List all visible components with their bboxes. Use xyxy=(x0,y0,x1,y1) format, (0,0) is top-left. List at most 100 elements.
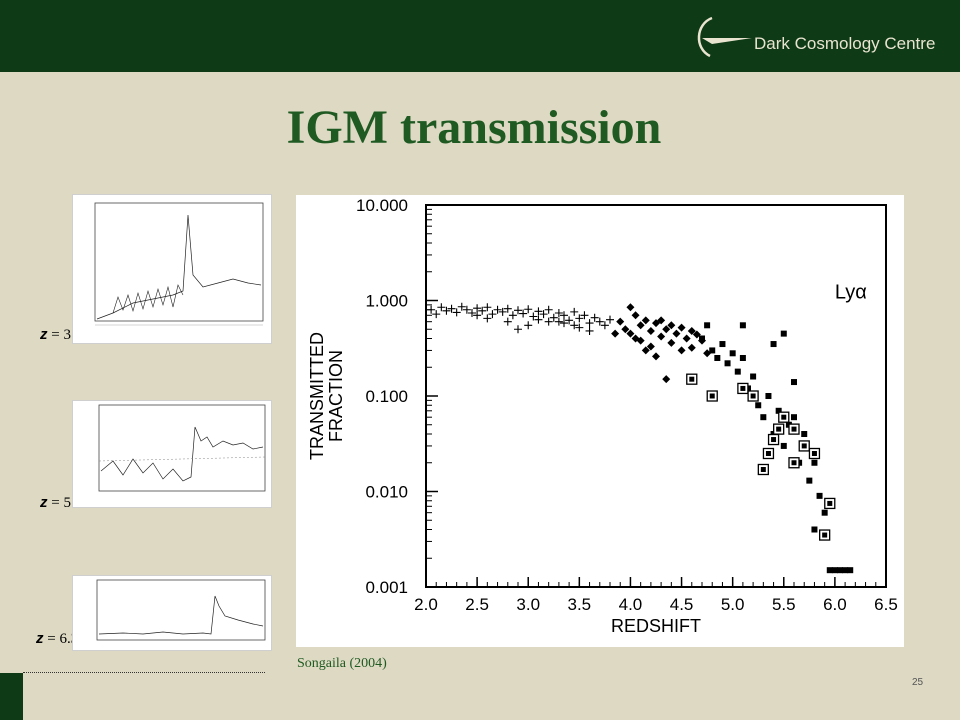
diamond-point xyxy=(692,330,701,339)
plus-point xyxy=(483,303,492,312)
square-point xyxy=(770,341,777,348)
square-point xyxy=(760,414,767,421)
x-tick-label: 3.5 xyxy=(568,595,592,614)
x-tick-label: 5.0 xyxy=(721,595,745,614)
plus-point xyxy=(514,325,522,334)
diamond-point xyxy=(636,336,645,345)
boxed-square-point xyxy=(747,390,759,402)
diamond-point xyxy=(652,319,660,328)
diamond-point xyxy=(646,326,655,335)
square-point xyxy=(750,373,757,380)
plus-point xyxy=(590,313,599,322)
top-banner: Dark Cosmology Centre xyxy=(0,0,960,72)
plus-point xyxy=(554,317,563,326)
plus-point xyxy=(570,307,579,316)
plus-point xyxy=(427,305,436,314)
boxed-square-point xyxy=(798,440,810,452)
x-tick-label: 2.5 xyxy=(465,595,489,614)
x-axis-label: REDSHIFT xyxy=(611,616,701,636)
square-point xyxy=(791,379,797,386)
square-point xyxy=(826,567,833,574)
square-point xyxy=(791,414,797,421)
diamond-point xyxy=(657,316,666,325)
boxed-square-point xyxy=(737,382,749,395)
x-tick-label: 2.0 xyxy=(414,595,438,614)
square-point xyxy=(765,393,772,399)
plus-point xyxy=(468,308,476,317)
plus-point xyxy=(483,314,492,323)
diamond-point xyxy=(631,334,640,343)
boxed-square-point xyxy=(788,423,800,435)
y-tick-label: 0.001 xyxy=(365,578,408,597)
plus-point xyxy=(524,321,533,330)
x-tick-label: 6.0 xyxy=(823,595,847,614)
y-tick-label: 0.100 xyxy=(365,387,408,406)
plus-point xyxy=(529,312,538,321)
boxed-square-point xyxy=(824,497,836,510)
plus-point xyxy=(508,311,517,320)
square-point xyxy=(714,354,721,361)
plus-point xyxy=(519,309,528,318)
square-point xyxy=(724,360,731,367)
boxed-square-point xyxy=(773,423,785,435)
square-point xyxy=(704,322,711,329)
diamond-point xyxy=(667,321,676,330)
plus-point xyxy=(585,326,594,335)
plus-point xyxy=(514,306,522,315)
plus-point xyxy=(473,311,482,320)
square-point xyxy=(847,567,854,574)
plus-point xyxy=(534,307,543,316)
plus-point xyxy=(575,323,584,332)
plus-point xyxy=(554,308,563,317)
square-point xyxy=(806,477,813,484)
boxed-square-point xyxy=(757,463,769,476)
spectrum-thumb-z57 xyxy=(72,400,272,508)
diamond-point xyxy=(652,352,660,361)
logo-text: Dark Cosmology Centre xyxy=(754,34,936,53)
plus-point xyxy=(570,321,579,330)
diamond-point xyxy=(621,325,630,334)
plus-point xyxy=(462,305,471,314)
square-point xyxy=(739,322,746,329)
boxed-square-point xyxy=(767,433,780,446)
plus-point xyxy=(503,304,512,313)
plus-point xyxy=(595,317,604,326)
lyman-alpha-label: Lyα xyxy=(835,282,867,304)
x-tick-label: 4.0 xyxy=(619,595,643,614)
plus-point xyxy=(457,302,466,311)
diamond-point xyxy=(626,303,635,312)
plus-point xyxy=(539,310,548,319)
square-point xyxy=(842,567,849,574)
x-tick-label: 5.5 xyxy=(772,595,796,614)
diamond-point xyxy=(631,311,640,320)
diamond-point xyxy=(677,323,686,332)
square-point xyxy=(755,402,762,409)
square-point xyxy=(734,368,741,375)
square-point xyxy=(739,354,746,361)
plus-point xyxy=(560,311,568,320)
plus-point xyxy=(498,307,507,316)
diamond-point xyxy=(616,317,625,326)
plus-point xyxy=(488,310,497,319)
square-point xyxy=(837,567,843,574)
x-tick-label: 6.5 xyxy=(874,595,898,614)
plus-point xyxy=(452,308,461,317)
square-point xyxy=(801,431,808,438)
plus-point xyxy=(585,319,594,328)
x-tick-label: 3.0 xyxy=(516,595,540,614)
square-point xyxy=(709,347,716,354)
diamond-point xyxy=(636,321,645,330)
boxed-square-point xyxy=(788,457,800,469)
plus-point xyxy=(503,317,512,326)
plus-point xyxy=(437,303,446,312)
plus-point xyxy=(580,311,589,320)
transmission-chart: 2.0 2.5 3.0 3.5 4.0 4.5 5.0 5.5 6.0 6.5 10.000 1.00… xyxy=(296,195,904,647)
plus-point xyxy=(544,317,553,326)
boxed-square-point xyxy=(762,447,775,460)
square-point xyxy=(780,442,787,449)
y-tick-label: 0.010 xyxy=(365,483,408,502)
diamond-point xyxy=(611,329,620,338)
square-point xyxy=(821,509,828,516)
diamond-point xyxy=(687,343,696,352)
y-tick-label: 10.000 xyxy=(356,196,408,215)
